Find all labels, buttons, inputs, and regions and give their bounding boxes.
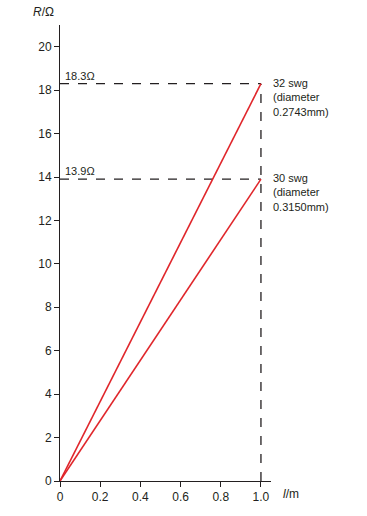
svg-text:2: 2 bbox=[45, 431, 52, 445]
svg-text:20: 20 bbox=[38, 40, 52, 54]
svg-text:18: 18 bbox=[38, 83, 52, 97]
svg-text:0.8: 0.8 bbox=[212, 490, 229, 504]
svg-text:l/m: l/m bbox=[283, 487, 299, 501]
svg-text:0.6: 0.6 bbox=[172, 490, 189, 504]
svg-text:0.4: 0.4 bbox=[132, 490, 149, 504]
svg-text:12: 12 bbox=[38, 214, 52, 228]
svg-text:14: 14 bbox=[38, 170, 52, 184]
svg-text:13.9Ω: 13.9Ω bbox=[65, 165, 95, 177]
svg-text:R/Ω: R/Ω bbox=[33, 5, 54, 19]
svg-text:10: 10 bbox=[38, 257, 52, 271]
svg-text:0.2: 0.2 bbox=[92, 490, 109, 504]
svg-text:6: 6 bbox=[45, 344, 52, 358]
svg-text:18.3Ω: 18.3Ω bbox=[65, 70, 95, 82]
svg-text:0: 0 bbox=[45, 474, 52, 488]
svg-text:0: 0 bbox=[57, 490, 64, 504]
svg-text:1.0: 1.0 bbox=[253, 490, 270, 504]
svg-text:4: 4 bbox=[45, 387, 52, 401]
svg-text:30 swg(diameter0.3150mm): 30 swg(diameter0.3150mm) bbox=[273, 172, 329, 213]
svg-text:32 swg(diameter0.2743mm): 32 swg(diameter0.2743mm) bbox=[273, 77, 329, 118]
svg-text:8: 8 bbox=[45, 300, 52, 314]
svg-text:16: 16 bbox=[38, 127, 52, 141]
